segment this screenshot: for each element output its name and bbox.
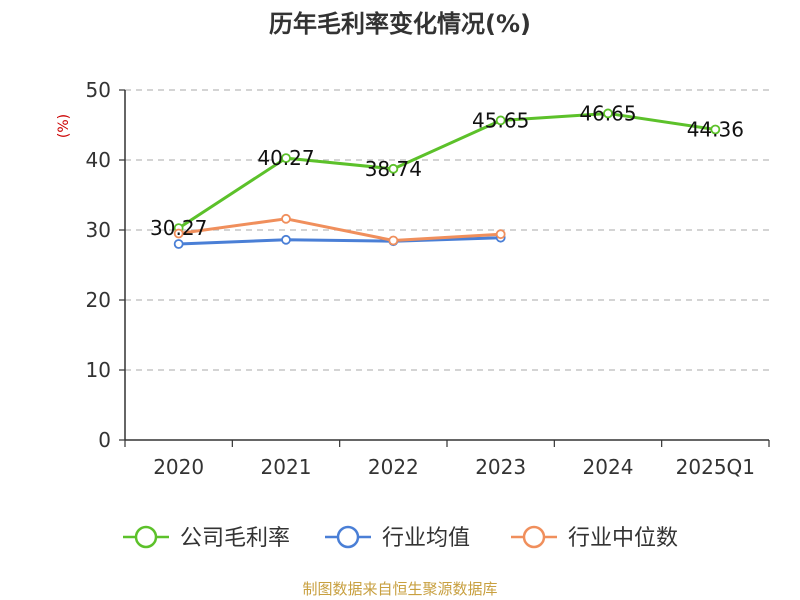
legend-item[interactable]: 公司毛利率 [123, 525, 290, 551]
y-tick-label: 10 [86, 358, 111, 382]
legend-label: 公司毛利率 [180, 526, 290, 551]
legend-item[interactable]: 行业中位数 [511, 525, 678, 551]
chart-title: 历年毛利率变化情况(%) [269, 10, 531, 38]
data-label: 40.27 [257, 146, 314, 170]
y-tick-label: 50 [86, 78, 111, 102]
y-tick-label: 20 [86, 288, 111, 312]
legend[interactable]: 公司毛利率 行业均值 行业中位数 [123, 525, 678, 551]
series-line-0 [177, 111, 716, 230]
data-point[interactable] [495, 115, 506, 126]
data-label: 30.27 [150, 216, 207, 240]
x-tick-label: 2020 [153, 455, 204, 479]
data-point[interactable] [173, 228, 184, 239]
data-point[interactable] [388, 163, 399, 174]
gridlines [125, 89, 769, 371]
y-tick-label: 0 [98, 428, 111, 452]
legend-marker [522, 525, 546, 549]
data-label: 45.65 [472, 108, 529, 132]
y-axis-unit: (%) [56, 114, 72, 138]
data-point[interactable] [388, 235, 399, 246]
y-tick-label: 30 [86, 218, 111, 242]
x-tick-label: 2024 [583, 455, 634, 479]
legend-label: 行业均值 [382, 526, 470, 551]
data-point[interactable] [495, 229, 506, 240]
data-label: 38.74 [365, 157, 422, 181]
series-group [173, 108, 721, 249]
legend-label: 行业中位数 [568, 526, 678, 551]
x-tick-label: 2023 [475, 455, 526, 479]
data-point[interactable] [281, 234, 291, 245]
data-point[interactable] [710, 124, 721, 135]
data-label: 46.65 [579, 101, 636, 125]
data-label: 44.36 [687, 117, 744, 141]
data-point[interactable] [281, 213, 291, 224]
x-tick-label: 2021 [261, 455, 312, 479]
legend-marker [336, 525, 360, 549]
legend-marker [134, 525, 158, 549]
data-point[interactable] [603, 108, 613, 119]
data-labels: 30.27 40.27 38.74 45.65 46.65 44.36 [150, 101, 744, 240]
data-point[interactable] [281, 153, 291, 164]
series-line-1 [178, 236, 501, 246]
source-note: 制图数据来自恒生聚源数据库 [302, 580, 497, 598]
axes: 0 10 20 30 40 50 2020 2021 2022 2023 2024 2025Q1 [86, 78, 770, 479]
series-line-2 [178, 217, 501, 242]
legend-item[interactable]: 行业均值 [325, 525, 470, 551]
x-tick-label: 2025Q1 [676, 455, 755, 479]
data-point[interactable] [173, 239, 184, 249]
x-tick-label: 2022 [368, 455, 419, 479]
y-tick-label: 40 [86, 148, 111, 172]
